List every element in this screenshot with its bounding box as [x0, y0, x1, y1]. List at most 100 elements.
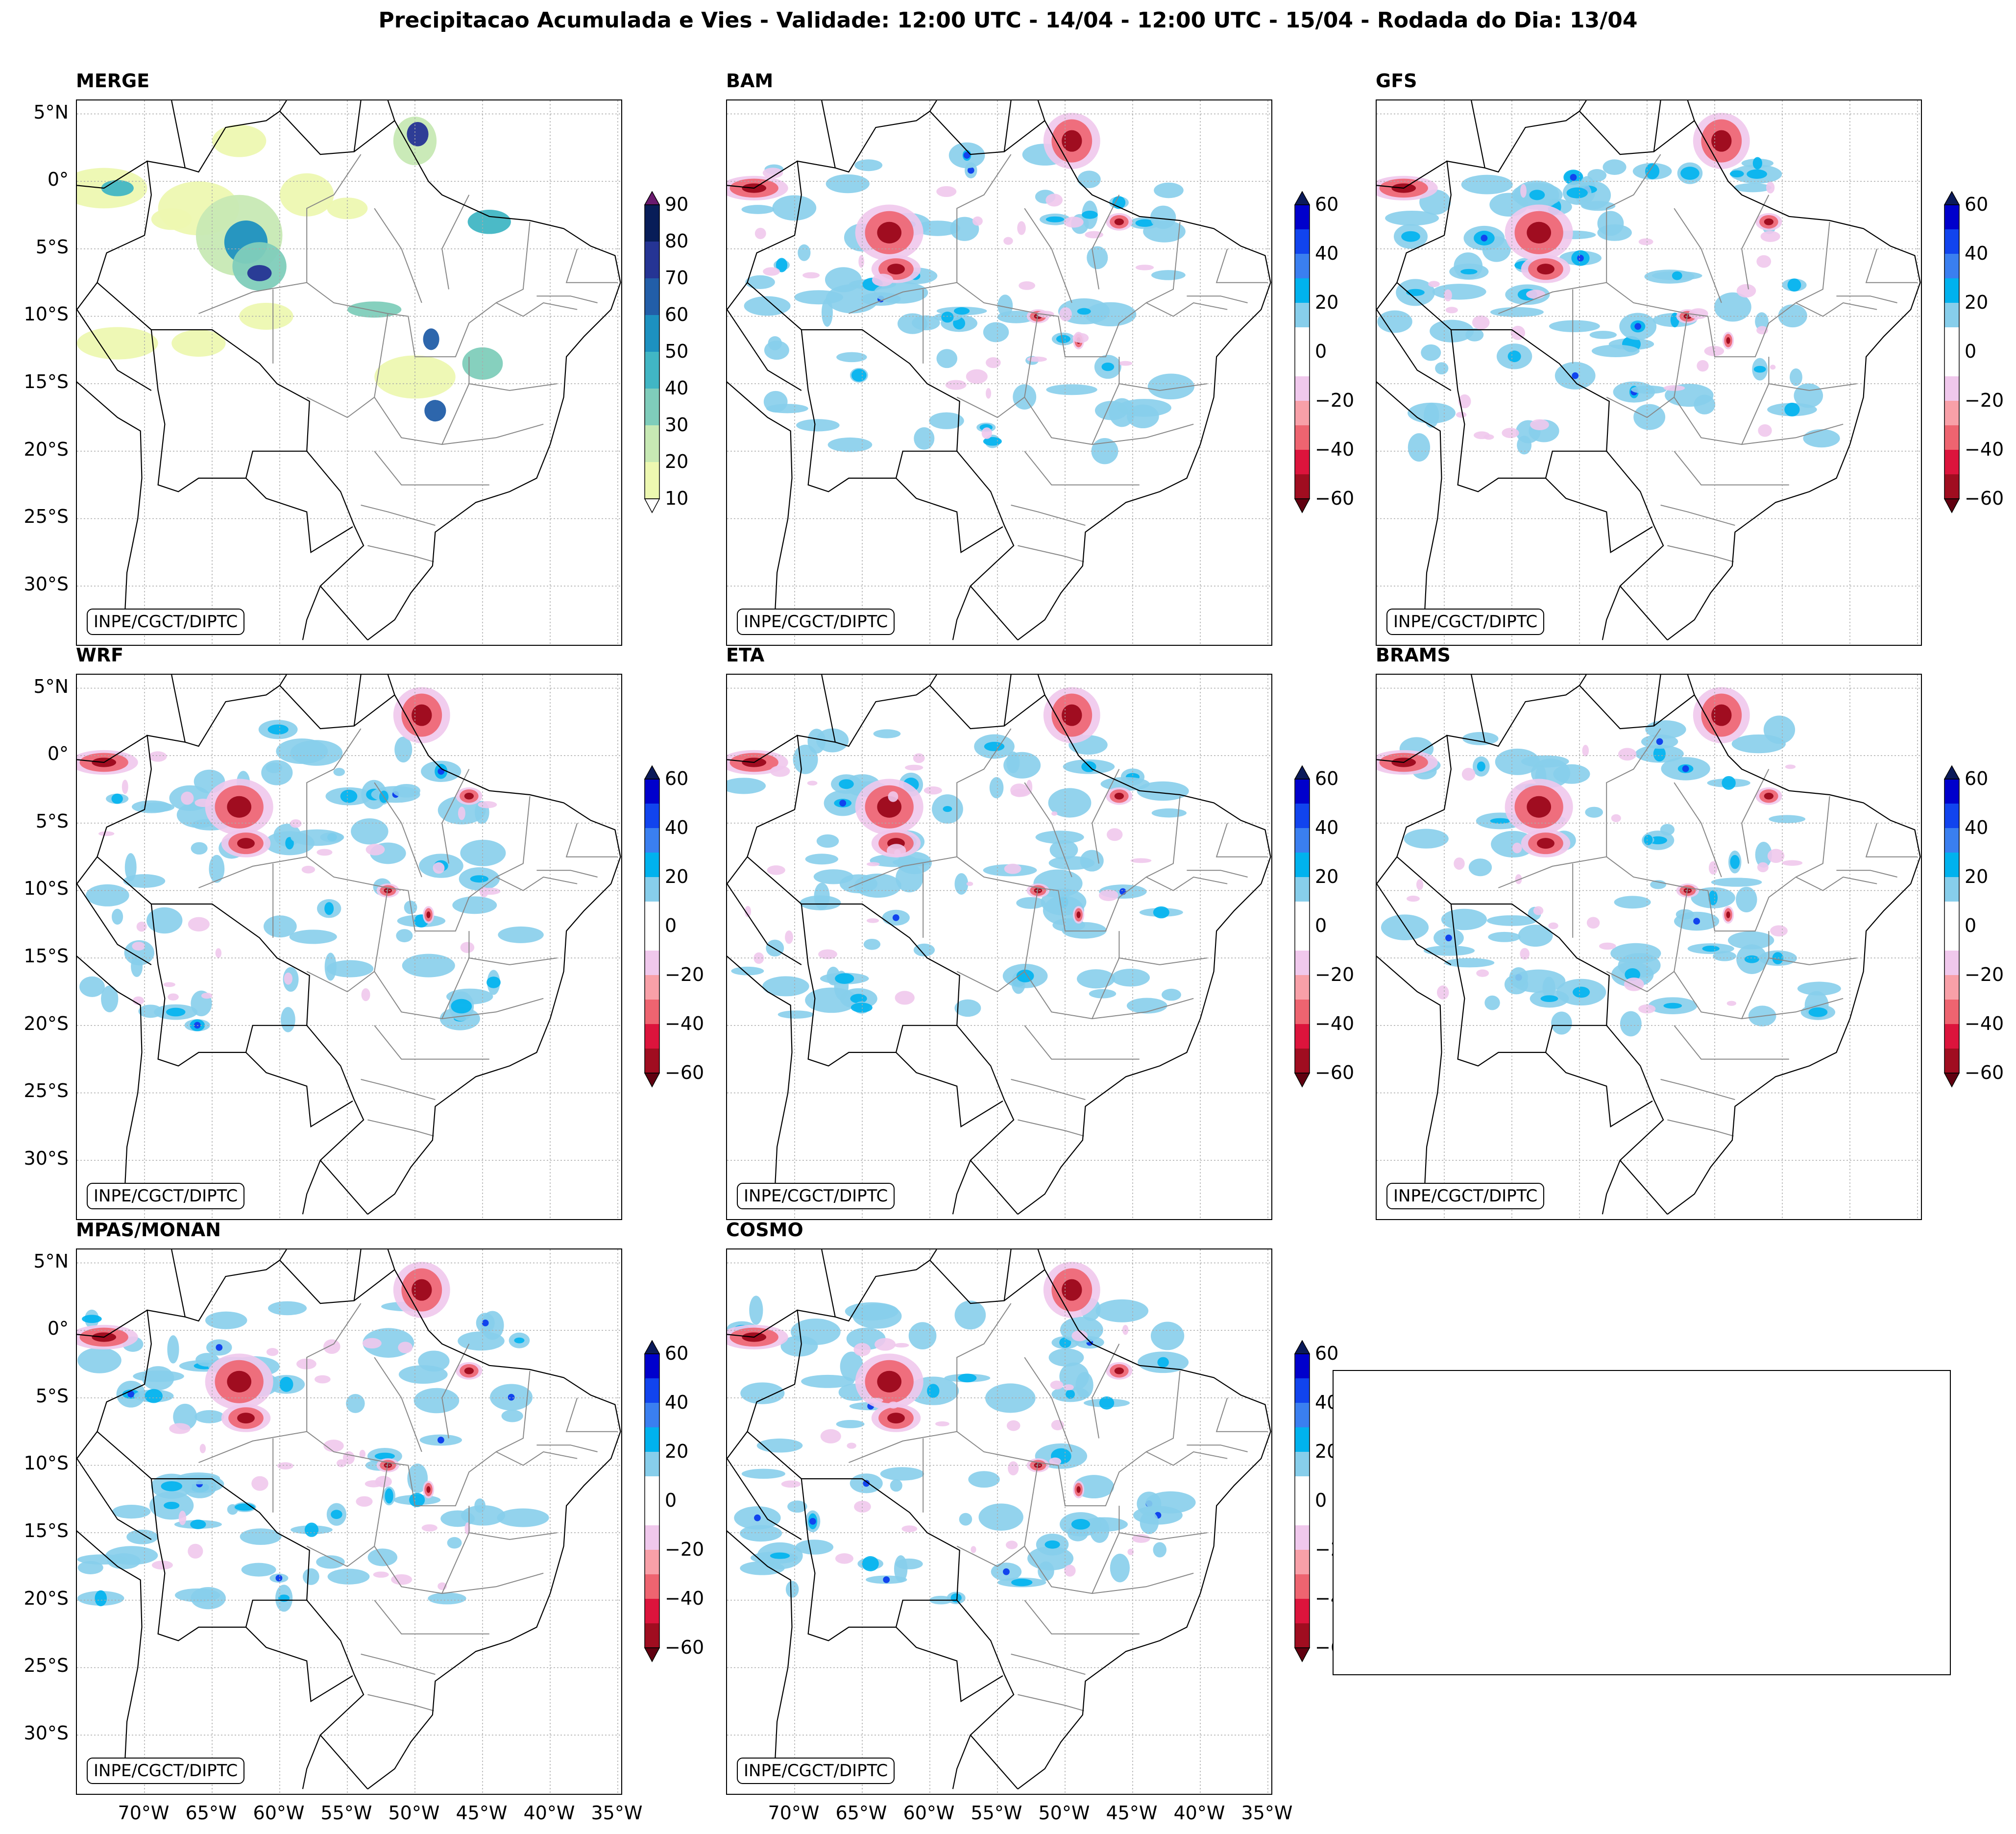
field-blob: [923, 786, 942, 795]
colorbar-tick-label: 20: [1315, 866, 1339, 887]
colorbar-over-extend: [644, 765, 660, 780]
field-layer: [727, 687, 1189, 1019]
field-blob: [1713, 951, 1736, 961]
field-blob: [1118, 361, 1133, 366]
field-layer: [1377, 113, 1840, 462]
colorbar-tick-label: −20: [665, 964, 704, 985]
field-blob: [261, 760, 293, 785]
field-layer: [77, 1262, 549, 1612]
state-borders: [1498, 728, 1918, 1137]
field-blob: [1803, 429, 1840, 448]
field-blob: [1044, 1540, 1060, 1549]
field-blob: [785, 930, 793, 944]
colorbar-tick-label: 60: [1315, 1343, 1339, 1364]
field-blob: [145, 1389, 163, 1403]
colorbar-segment: [645, 1049, 659, 1074]
colorbar-tick-label: 60: [665, 1343, 689, 1364]
field-blob: [112, 1505, 151, 1519]
field-blob: [1573, 986, 1590, 998]
lon-tick-label: 40°W: [523, 1802, 575, 1824]
lat-tick-label: 5°N: [33, 675, 69, 697]
field-blob: [1790, 368, 1802, 386]
colorbar-over-extend: [644, 1340, 660, 1354]
field-blob: [1026, 780, 1033, 794]
colorbar-segment: [645, 425, 659, 463]
field-blob: [770, 765, 790, 777]
field-blob: [862, 1556, 879, 1571]
field-blob: [816, 728, 849, 753]
colorbar-tick-label: 10: [665, 488, 689, 509]
field-blob: [1757, 862, 1769, 873]
colorbar-segment: [1944, 303, 1959, 328]
field-blob: [741, 1468, 785, 1479]
field-blob: [809, 1517, 816, 1525]
field-blob: [188, 917, 210, 932]
field-blob: [740, 1525, 782, 1542]
lat-tick-label: 5°N: [33, 101, 69, 123]
field-blob: [227, 796, 252, 818]
field-blob: [1095, 1299, 1149, 1322]
field-blob: [178, 1511, 187, 1525]
field-blob: [212, 124, 267, 157]
field-blob: [794, 290, 844, 305]
field-blob: [323, 1440, 344, 1452]
colorbar-tick-label: 40: [1965, 243, 1989, 264]
colorbar-segment: [1295, 376, 1310, 401]
colorbar-segment: [1295, 828, 1310, 853]
colorbar-tick-label: −40: [1965, 1013, 2004, 1034]
field-blob: [754, 227, 766, 240]
field-blob: [793, 744, 818, 774]
colorbar-segment: [1944, 254, 1959, 279]
field-blob: [1614, 896, 1651, 909]
lon-tick-label: 60°W: [253, 1802, 305, 1824]
lon-tick-label: 45°W: [456, 1802, 508, 1824]
field-blob: [1106, 828, 1123, 841]
field-blob: [1048, 788, 1092, 818]
field-blob: [412, 704, 432, 726]
field-blob: [1782, 860, 1803, 866]
field-blob: [407, 1464, 428, 1493]
colorbar-tick-label: 70: [665, 267, 689, 289]
map-panel-merge: INPE/CGCT/DIPTC: [76, 99, 622, 646]
field-blob: [433, 862, 445, 874]
country-borders: [77, 675, 621, 1215]
field-blob: [314, 1375, 331, 1384]
country-borders: [77, 1249, 621, 1790]
bias-colorbar: [644, 1340, 660, 1664]
field-blob: [470, 875, 489, 883]
field-blob: [474, 1498, 486, 1513]
field-blob: [1460, 269, 1478, 274]
colorbar-tick-label: 20: [1315, 292, 1339, 313]
colorbar-segment: [645, 1354, 659, 1379]
colorbar-tick-label: 0: [1965, 341, 1977, 362]
field-blob: [126, 1529, 158, 1544]
credit-label: INPE/CGCT/DIPTC: [737, 1183, 895, 1209]
colorbar-segment: [1295, 425, 1310, 450]
colorbar-segment: [1944, 450, 1959, 475]
lon-tick-label: 65°W: [185, 1802, 237, 1824]
field-blob: [1770, 925, 1788, 937]
lat-tick-label: 0°: [47, 743, 69, 765]
field-blob: [1056, 335, 1071, 343]
colorbar-tick-label: 0: [1315, 1490, 1327, 1511]
field-blob: [1638, 238, 1653, 245]
colorbar-tick-label: 40: [665, 817, 689, 838]
field-blob: [914, 427, 935, 450]
field-blob: [894, 1343, 909, 1348]
field-blob: [365, 844, 385, 856]
field-blob: [1638, 1004, 1656, 1014]
field-blob: [1059, 307, 1072, 321]
colorbar-segment: [1944, 474, 1959, 499]
field-blob: [1151, 270, 1186, 280]
field-blob: [263, 915, 297, 938]
field-blob: [1454, 857, 1465, 870]
field-blob: [501, 1410, 523, 1422]
colorbar-segment: [1295, 1525, 1310, 1550]
field-blob: [1752, 157, 1762, 170]
field-blob: [1404, 829, 1449, 849]
colorbar-segment: [645, 828, 659, 853]
field-blob: [167, 1335, 179, 1364]
field-blob: [821, 298, 833, 327]
field-blob: [331, 1510, 342, 1519]
colorbar-segment: [1295, 1427, 1310, 1452]
